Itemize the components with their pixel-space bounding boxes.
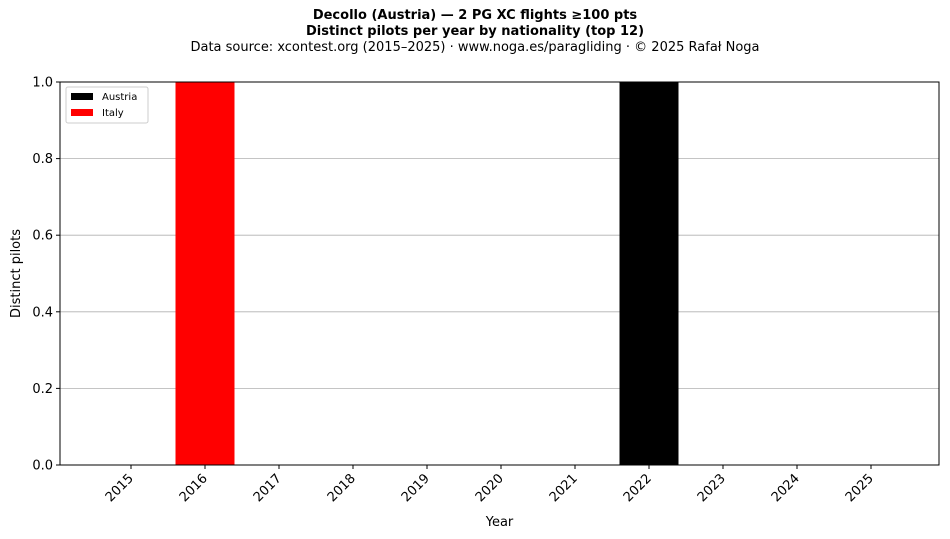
x-tick-label: 2025	[843, 471, 877, 505]
x-tick-label: 2021	[547, 471, 581, 505]
x-tick-label: 2018	[325, 471, 359, 505]
legend-label-italy: Italy	[102, 108, 124, 119]
chart-titles: Decollo (Austria) — 2 PG XC flights ≥100…	[0, 8, 950, 56]
x-tick-label: 2022	[621, 471, 655, 505]
x-tick-label: 2016	[177, 471, 211, 505]
y-tick-label: 0.8	[32, 152, 53, 167]
y-tick-label: 0.0	[32, 459, 53, 474]
y-tick-label: 0.6	[32, 229, 53, 244]
chart-source: Data source: xcontest.org (2015–2025) · …	[190, 40, 760, 55]
legend-swatch-italy	[71, 109, 93, 116]
y-tick-label: 0.4	[32, 305, 53, 320]
y-tick-label: 0.2	[32, 382, 53, 397]
bar-italy-2016	[175, 82, 235, 465]
plot-frame	[59, 81, 940, 466]
x-tick-label: 2023	[695, 471, 729, 505]
x-axis-label: Year	[485, 515, 514, 530]
chart-subtitle: Distinct pilots per year by nationality …	[305, 24, 645, 39]
x-tick-label: 2015	[103, 471, 137, 505]
x-tick-label: 2020	[473, 471, 507, 505]
x-tick-label: 2019	[399, 471, 433, 505]
x-tick-label: 2017	[251, 471, 285, 505]
chart-title: Decollo (Austria) — 2 PG XC flights ≥100…	[312, 8, 638, 23]
bar-austria-2022	[619, 82, 679, 465]
x-tick-label: 2024	[769, 471, 803, 505]
y-tick-label: 1.0	[32, 76, 53, 91]
legend-label-austria: Austria	[102, 92, 137, 103]
legend-swatch-austria	[71, 93, 93, 100]
y-axis-label: Distinct pilots	[9, 229, 24, 318]
